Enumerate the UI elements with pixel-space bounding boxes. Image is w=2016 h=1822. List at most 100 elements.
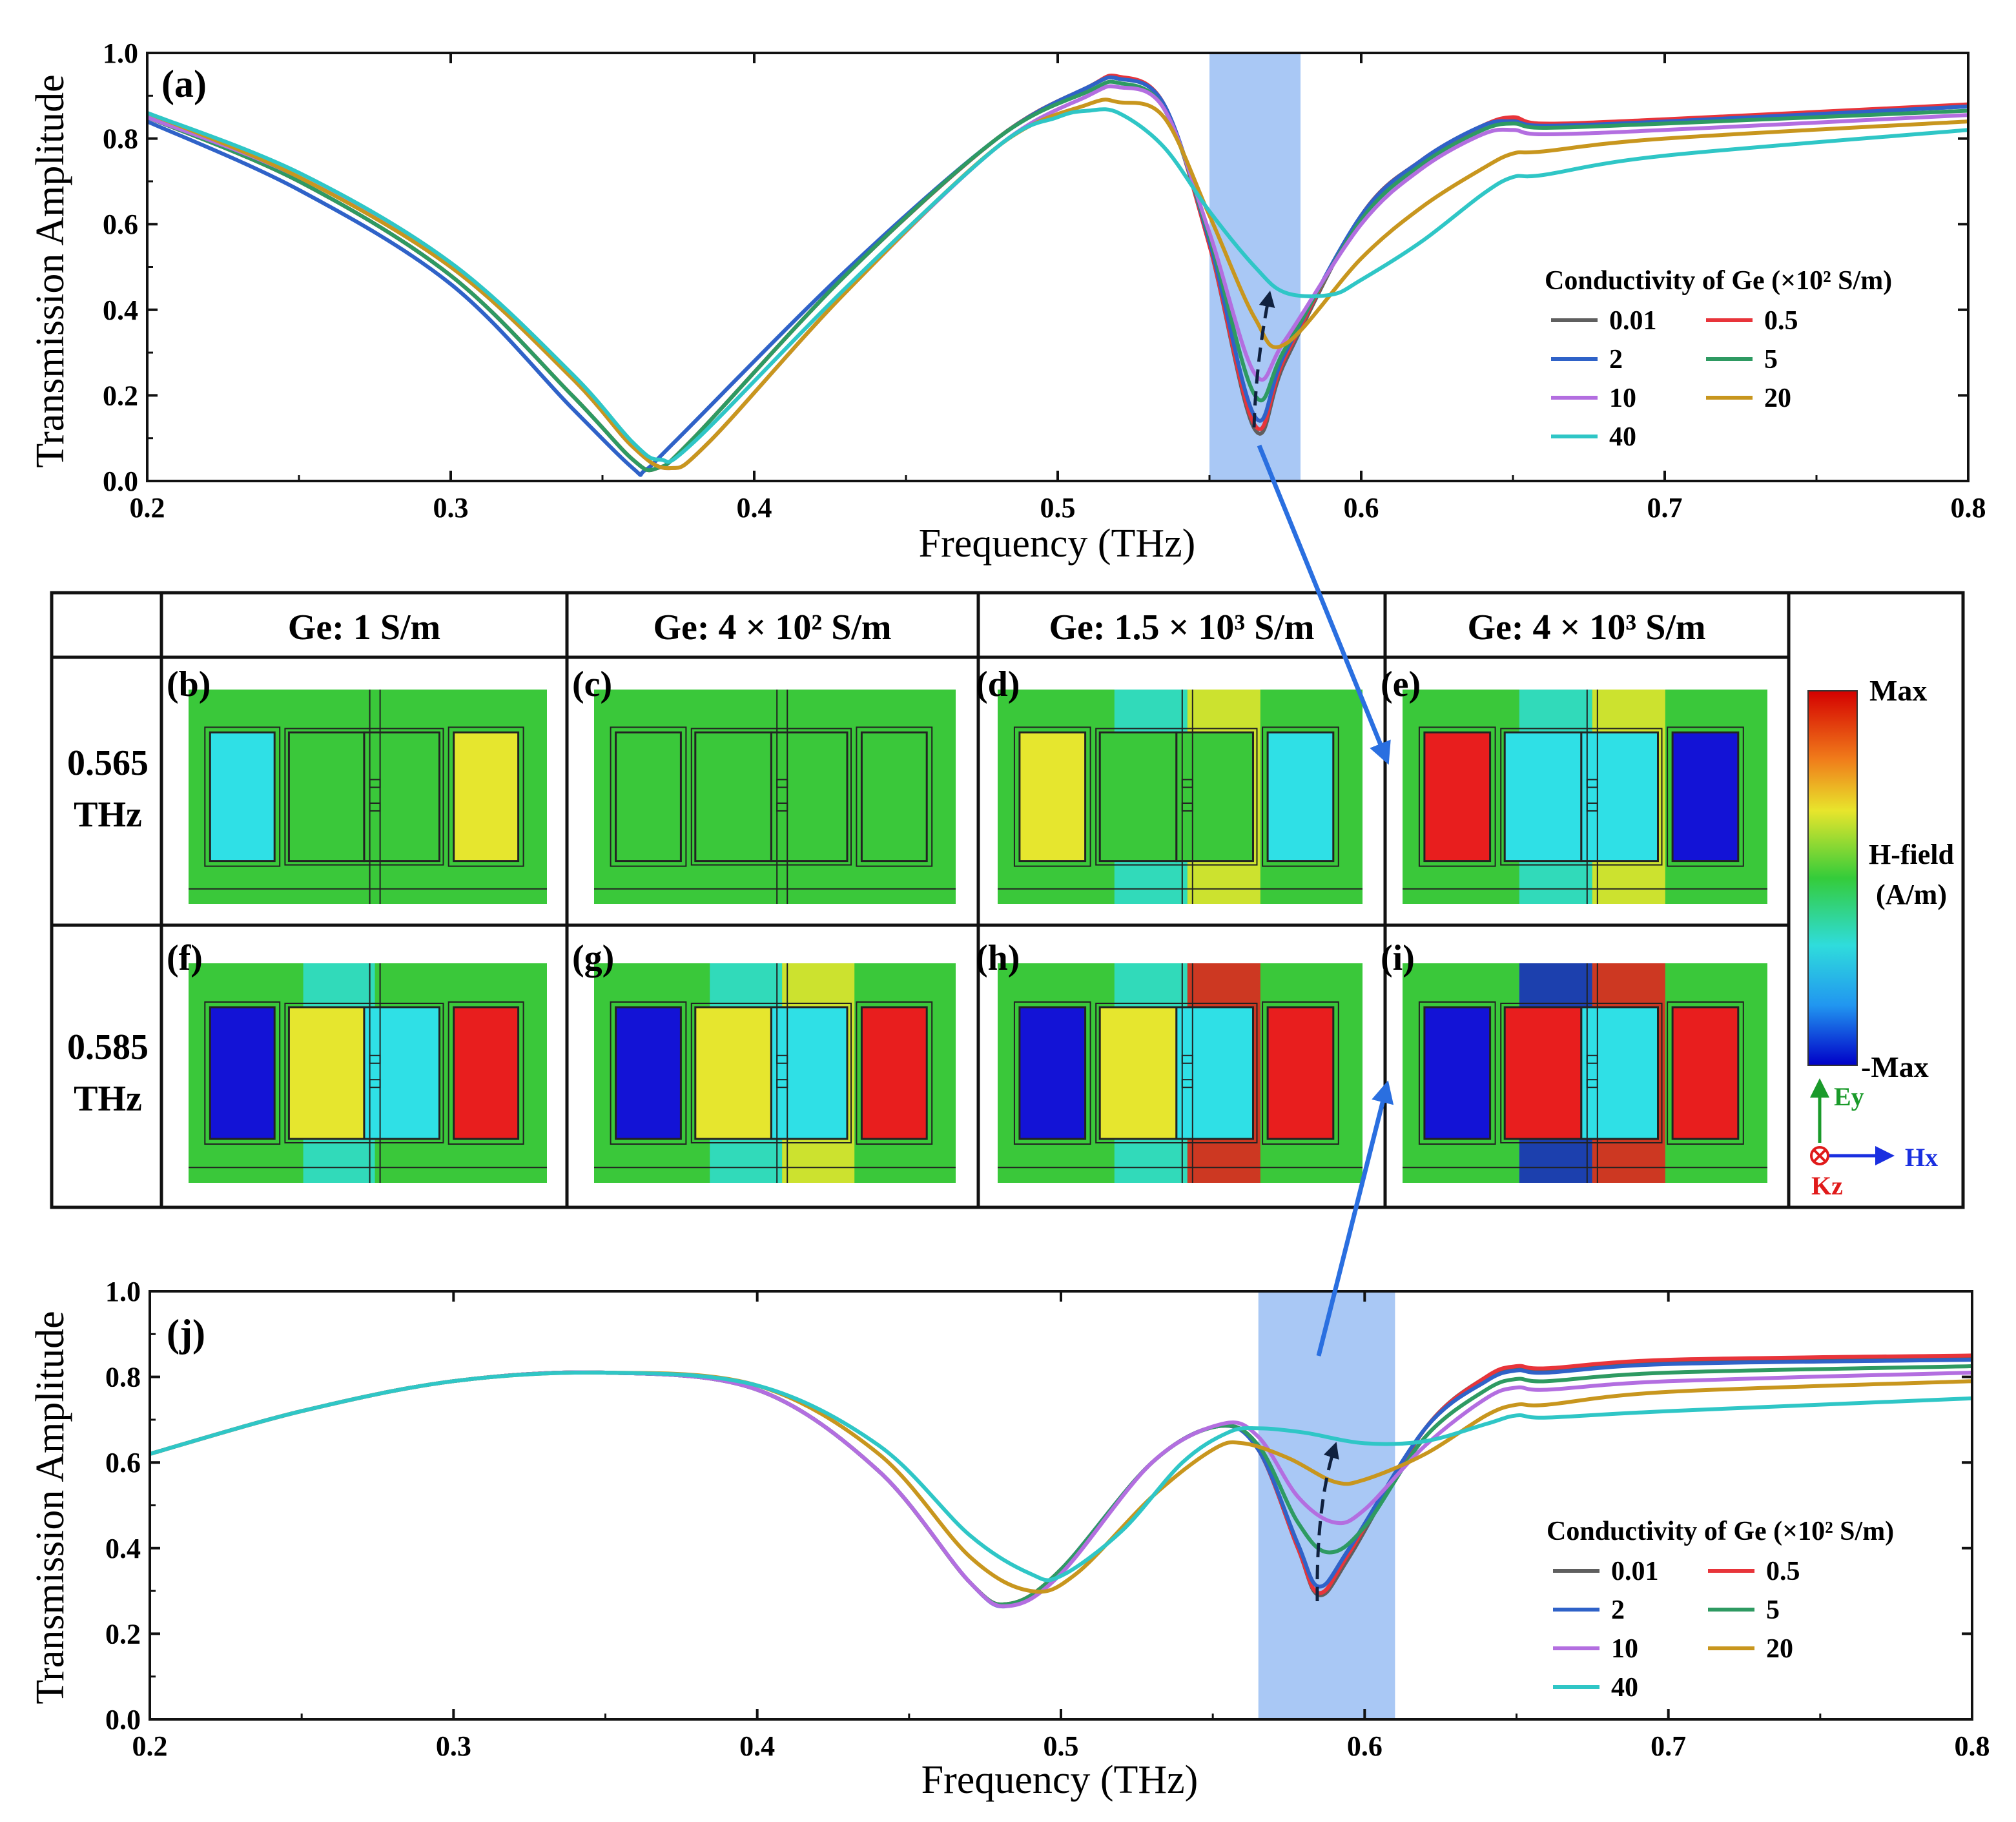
resonator-outline bbox=[1667, 1001, 1744, 1145]
x-tick-label: 0.8 bbox=[1955, 1730, 1990, 1762]
resonator-outline bbox=[1013, 726, 1091, 867]
y-tick-label: 0.6 bbox=[103, 209, 138, 240]
resonator-outline bbox=[1262, 726, 1339, 867]
resonator-left bbox=[209, 731, 276, 863]
series-line-40 bbox=[146, 107, 1969, 464]
legend-label: 5 bbox=[1766, 1595, 1780, 1625]
gap bbox=[1181, 1079, 1193, 1089]
resonator-outline bbox=[1013, 1001, 1091, 1145]
resonator-outline bbox=[1095, 728, 1258, 866]
series-line-10 bbox=[149, 1370, 1973, 1608]
x-tick-label: 0.6 bbox=[1347, 1730, 1383, 1762]
resonator-outline bbox=[1500, 728, 1663, 866]
kz-label: Kz bbox=[1811, 1171, 1843, 1200]
x-tick-label: 0.3 bbox=[436, 1730, 471, 1762]
field-map-cell: (b) bbox=[167, 664, 547, 904]
ey-label: Ey bbox=[1834, 1082, 1864, 1111]
resonator-right bbox=[453, 1006, 520, 1140]
resonator-center-left bbox=[1098, 1006, 1178, 1140]
y-axis-label-j: Transmission Amplitude bbox=[28, 1311, 72, 1704]
field-map-cell: (i) bbox=[1381, 938, 1767, 1183]
colorbar: Max H-field (A/m) -Max bbox=[1807, 674, 1954, 1083]
legend-title: Conductivity of Ge (×10² S/m) bbox=[1547, 1517, 1894, 1546]
y-axis-label-a: Transmission Amplitude bbox=[28, 74, 72, 467]
colorbar-max-label: Max bbox=[1869, 674, 1927, 707]
panel-label-j: (j) bbox=[167, 1312, 205, 1355]
legend-label: 0.5 bbox=[1766, 1557, 1800, 1586]
gap bbox=[369, 802, 381, 812]
y-tick-label: 0.6 bbox=[105, 1447, 141, 1479]
subpanel-label: (g) bbox=[572, 938, 614, 978]
kz-cross bbox=[1813, 1149, 1827, 1163]
chart-a: 0.2 0.3 0.4 0.5 0.6 0.7 0.80.00.20.40.60.81.0 … bbox=[28, 37, 1986, 566]
gap bbox=[776, 779, 788, 788]
y-tick-label: 0.0 bbox=[103, 466, 138, 497]
colorbar-gradient bbox=[1807, 690, 1858, 1066]
resonator-left bbox=[209, 1006, 276, 1140]
resonator-right bbox=[860, 731, 928, 863]
gap bbox=[1586, 1079, 1598, 1089]
gap bbox=[776, 802, 788, 812]
resonator-center-left bbox=[694, 731, 772, 863]
resonator-outline bbox=[1667, 726, 1744, 867]
series-line-5 bbox=[149, 1364, 1973, 1607]
x-tick-label: 0.5 bbox=[1044, 1730, 1079, 1762]
gap bbox=[776, 1054, 788, 1064]
plot-frame-j bbox=[149, 1290, 1973, 1721]
resonator-left bbox=[1018, 1006, 1087, 1140]
x-tick-label: 0.2 bbox=[130, 492, 165, 524]
gap bbox=[369, 1054, 381, 1064]
row-freq-1: 0.565 bbox=[67, 743, 149, 783]
resonator-outline bbox=[610, 726, 687, 867]
resonator-left bbox=[1423, 1006, 1492, 1140]
link-arrow-bottom bbox=[1316, 1080, 1394, 1356]
table-frame bbox=[50, 591, 1965, 1209]
resonator-center-left bbox=[287, 731, 365, 863]
subpanel-label: (h) bbox=[976, 938, 1020, 978]
y-tick-label: 1.0 bbox=[105, 1276, 141, 1307]
resonator-outline bbox=[1095, 1003, 1258, 1143]
resonator-outline bbox=[856, 726, 933, 867]
resonator-center-right bbox=[363, 1006, 441, 1140]
legend-title: Conductivity of Ge (×10² S/m) bbox=[1545, 266, 1892, 296]
legend-label: 2 bbox=[1609, 345, 1623, 374]
colorbar-title-1: H-field bbox=[1869, 839, 1954, 870]
x-axis-label-j: Frequency (THz) bbox=[921, 1758, 1198, 1802]
resonator-center-right bbox=[770, 1006, 849, 1140]
field-map-cell: (g) bbox=[572, 938, 956, 1183]
field-map-cell: (c) bbox=[572, 664, 956, 904]
resonator-center-left bbox=[287, 1006, 365, 1140]
resonator-center-right bbox=[770, 731, 849, 863]
x-axis-label-a: Frequency (THz) bbox=[919, 522, 1196, 566]
resonator-outline bbox=[284, 728, 444, 866]
resonator-outline bbox=[447, 1001, 524, 1145]
shift-arrow-j bbox=[1315, 1442, 1339, 1602]
x-tick-label: 0.4 bbox=[737, 492, 772, 524]
resonator-center-left bbox=[1503, 731, 1583, 863]
gap bbox=[1586, 779, 1598, 788]
legend-label: 40 bbox=[1611, 1673, 1638, 1703]
resonator-outline bbox=[610, 1001, 687, 1145]
y-tick-label: 0.4 bbox=[103, 294, 138, 326]
field-map-cell: (f) bbox=[167, 938, 547, 1183]
resonator-right bbox=[1671, 731, 1740, 863]
resonator-center-right bbox=[1175, 1006, 1254, 1140]
resonator-center-right bbox=[363, 731, 441, 863]
resonator-outline bbox=[1418, 1001, 1496, 1145]
legend-label: 10 bbox=[1611, 1634, 1638, 1664]
resonator-outline bbox=[690, 1003, 852, 1143]
gap bbox=[1181, 779, 1193, 788]
legend-label: 0.5 bbox=[1764, 306, 1798, 336]
resonator-right bbox=[1266, 731, 1335, 863]
subpanel-label: (d) bbox=[976, 664, 1020, 704]
panel-label-a: (a) bbox=[161, 63, 207, 105]
field-map-cell: (d) bbox=[976, 664, 1363, 904]
resonator-right bbox=[860, 1006, 928, 1140]
column-header-3: Ge: 1.5 × 10³ S/m bbox=[1049, 608, 1314, 648]
y-tick-label: 1.0 bbox=[103, 37, 138, 69]
gap bbox=[776, 1079, 788, 1089]
x-tick-label: 0.3 bbox=[433, 492, 469, 524]
resonator-right bbox=[1671, 1006, 1740, 1140]
colorbar-title-2: (A/m) bbox=[1876, 879, 1947, 910]
y-tick-label: 0.4 bbox=[105, 1533, 141, 1564]
